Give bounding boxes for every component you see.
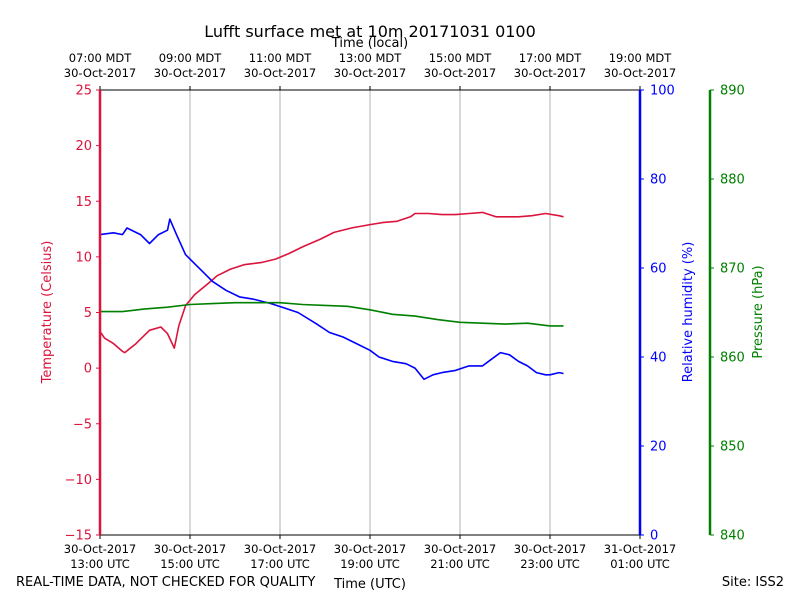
top-tick-date-5: 30-Oct-2017 (514, 66, 586, 80)
bottom-tick-time-1: 15:00 UTC (160, 557, 220, 571)
pres-tick-label-2: 860 (720, 351, 745, 366)
temp-axis-label: Temperature (Celsius) (40, 241, 55, 385)
top-tick-time-5: 17:00 MDT (519, 51, 583, 65)
top-axis-label: Time (local) (331, 36, 408, 51)
pres-tick-label-1: 850 (720, 440, 745, 455)
top-tick-date-0: 30-Oct-2017 (64, 66, 136, 80)
temp-tick-label-7: 20 (75, 139, 92, 154)
site-label: Site: ISS2 (721, 575, 784, 590)
top-tick-date-4: 30-Oct-2017 (424, 66, 496, 80)
top-tick-time-3: 13:00 MDT (339, 51, 403, 65)
chart-title: Lufft surface met at 10m 20171031 0100 (204, 22, 536, 41)
bottom-tick-date-3: 30-Oct-2017 (334, 542, 406, 556)
rh-tick-label-3: 60 (650, 262, 667, 277)
bottom-tick-date-5: 30-Oct-2017 (514, 542, 586, 556)
temp-tick-label-3: 0 (84, 362, 92, 377)
top-tick-time-4: 15:00 MDT (429, 51, 493, 65)
series-temperature (99, 211, 564, 354)
rh-tick-label-1: 20 (650, 440, 667, 455)
rh-axis-label: Relative humidity (%) (681, 242, 696, 383)
pres-tick-label-4: 880 (720, 173, 745, 188)
temp-tick-label-1: −10 (65, 473, 92, 488)
bottom-tick-date-6: 31-Oct-2017 (604, 542, 676, 556)
bottom-tick-date-1: 30-Oct-2017 (154, 542, 226, 556)
rh-tick-label-5: 100 (650, 84, 675, 99)
top-tick-time-1: 09:00 MDT (159, 51, 223, 65)
temp-tick-label-6: 15 (75, 195, 92, 210)
top-tick-time-0: 07:00 MDT (69, 51, 133, 65)
temp-tick-label-8: 25 (75, 84, 92, 99)
series-pressure (100, 301, 564, 327)
pres-axis-label: Pressure (hPa) (751, 265, 766, 358)
bottom-tick-time-6: 01:00 UTC (610, 557, 670, 571)
bottom-tick-time-0: 13:00 UTC (70, 557, 130, 571)
pressure-axis: 840 850 860 870 880 890 Pressure (hPa) (710, 84, 766, 544)
bottom-tick-date-4: 30-Oct-2017 (424, 542, 496, 556)
top-tick-time-2: 11:00 MDT (249, 51, 313, 65)
bottom-tick-time-4: 21:00 UTC (430, 557, 490, 571)
pres-tick-label-5: 890 (720, 84, 745, 99)
grid (189, 90, 551, 535)
temp-tick-label-4: 5 (84, 306, 92, 321)
top-tick-time-6: 19:00 MDT (609, 51, 673, 65)
pres-tick-label-3: 870 (720, 262, 745, 277)
bottom-tick-date-0: 30-Oct-2017 (64, 542, 136, 556)
temperature-axis: −15 −10 −5 0 5 10 15 20 25 Temperature (Celsius) (40, 84, 100, 544)
rh-tick-label-0: 0 (650, 529, 658, 544)
temp-tick-label-0: −15 (65, 529, 92, 544)
top-tick-date-3: 30-Oct-2017 (334, 66, 406, 80)
series-layer (99, 211, 564, 381)
top-tick-date-1: 30-Oct-2017 (154, 66, 226, 80)
rh-tick-label-2: 40 (650, 351, 667, 366)
bottom-tick-time-3: 19:00 UTC (340, 557, 400, 571)
top-tick-date-6: 30-Oct-2017 (604, 66, 676, 80)
temp-tick-label-2: −5 (73, 417, 92, 432)
humidity-axis: 0 20 40 60 80 100 Relative humidity (%) (640, 84, 696, 544)
rh-tick-label-4: 80 (650, 173, 667, 188)
series-relative-humidity (99, 218, 564, 381)
temp-tick-label-5: 10 (75, 250, 92, 265)
plot-frame (98, 89, 712, 536)
quality-disclaimer: REAL-TIME DATA, NOT CHECKED FOR QUALITY (16, 575, 316, 590)
bottom-tick-time-5: 23:00 UTC (520, 557, 580, 571)
pres-tick-label-0: 840 (720, 529, 745, 544)
bottom-axis-label: Time (UTC) (333, 577, 406, 592)
bottom-tick-time-2: 17:00 UTC (250, 557, 310, 571)
bottom-tick-date-2: 30-Oct-2017 (244, 542, 316, 556)
top-tick-date-2: 30-Oct-2017 (244, 66, 316, 80)
